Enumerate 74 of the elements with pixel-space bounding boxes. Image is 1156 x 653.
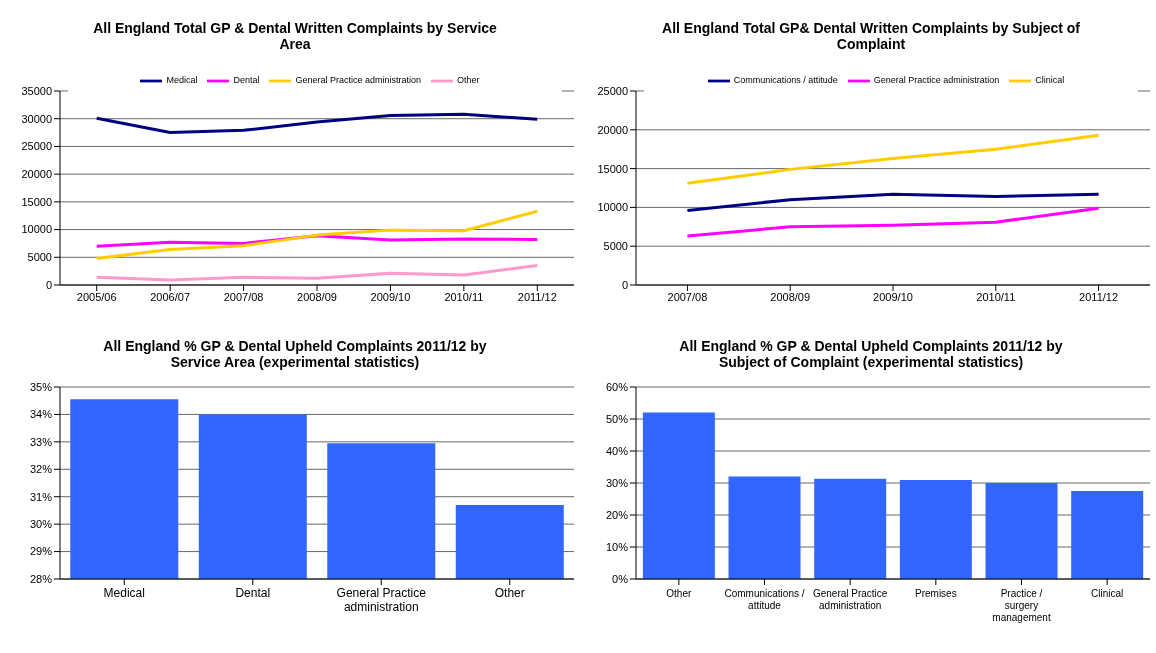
x-tick-label: 2010/11 (444, 290, 484, 303)
y-tick-label: 50% (605, 412, 629, 425)
y-tick-label: 15000 (21, 195, 52, 208)
y-tick-label: 0 (45, 278, 52, 291)
y-tick-label: 30% (605, 476, 629, 489)
y-tick-label: 5000 (603, 240, 628, 253)
y-tick-label: 28% (29, 572, 53, 585)
x-tick-label: 2006/07 (150, 290, 191, 303)
chart-title: All England Total GP& Dental Written Complaints by Subject of Complaint (661, 20, 1081, 52)
y-tick-label: 25000 (21, 140, 52, 153)
x-tick-label: 2007/08 (667, 290, 708, 303)
x-tick-label: 2011/12 (517, 290, 557, 303)
y-tick-label: 35% (29, 380, 53, 393)
y-tick-label: 60% (605, 380, 629, 393)
bar (642, 412, 715, 579)
line-series (685, 206, 1101, 238)
x-tick-label: Premises (914, 588, 957, 599)
x-tick-label: 2010/11 (976, 290, 1016, 303)
chart-title: All England % GP & Dental Upheld Complaints 2011/12 by Service Area (experimental statistics) (102, 338, 488, 370)
bar (899, 480, 972, 579)
y-tick-label: 0% (612, 572, 629, 585)
legend-label: Other (457, 75, 480, 86)
x-tick-label: 2008/09 (770, 290, 811, 303)
x-tick-label: Practice / surgery management (992, 588, 1051, 623)
y-tick-label: 10000 (597, 201, 628, 214)
x-tick-label: 2008/09 (297, 290, 337, 303)
line-series (95, 264, 539, 282)
legend-label: General Practice administration (295, 75, 422, 86)
x-tick-label: Clinical (1091, 588, 1124, 599)
legend-label: Clinical (1035, 75, 1065, 86)
x-tick-label: 2011/12 (1079, 290, 1119, 303)
y-tick-label: 35000 (21, 84, 52, 97)
y-tick-label: 0 (621, 278, 628, 291)
y-tick-label: 20000 (597, 123, 628, 136)
y-tick-label: 34% (29, 408, 53, 421)
x-tick-label: Other (494, 586, 525, 600)
legend-label: Medical (166, 75, 198, 86)
x-tick-label: Medical (103, 586, 145, 600)
legend-label: Dental (233, 75, 260, 86)
y-tick-label: 33% (29, 435, 53, 448)
y-tick-label: 30000 (21, 112, 52, 125)
y-tick-label: 40% (605, 444, 629, 457)
y-tick-label: 32% (29, 463, 53, 476)
y-tick-label: 15000 (597, 162, 628, 175)
y-tick-label: 10% (605, 540, 629, 553)
bar (814, 478, 887, 579)
line-series (95, 209, 539, 260)
x-tick-label: 2009/10 (873, 290, 913, 303)
line-series (95, 112, 539, 135)
bar (985, 483, 1058, 579)
bar (728, 476, 801, 579)
y-tick-label: 31% (29, 490, 53, 503)
line-series (685, 133, 1101, 185)
legend-label: Communications / attitude (733, 75, 838, 86)
chart-title: All England Total GP & Dental Written Complaints by Service Area (92, 20, 498, 52)
x-tick-label: General Practice administration (812, 588, 888, 611)
chart-title: All England % GP & Dental Upheld Complaints 2011/12 by Subject of Complaint (experimental statistics) (678, 338, 1064, 370)
x-tick-label: Other (666, 588, 693, 599)
y-tick-label: 5000 (27, 251, 52, 264)
x-tick-label: 2009/10 (370, 290, 411, 303)
legend-label: General Practice administration (873, 75, 1000, 86)
y-tick-label: 10000 (21, 223, 52, 236)
x-tick-label: Communications / attitude (724, 588, 805, 611)
x-tick-label: General Practice administration (336, 586, 427, 614)
line-series (685, 192, 1101, 212)
bar (1071, 491, 1144, 579)
x-tick-label: 2005/06 (76, 290, 117, 303)
x-tick-label: Dental (235, 586, 271, 600)
x-tick-label: 2007/08 (223, 290, 264, 303)
y-tick-label: 20% (605, 508, 629, 521)
y-tick-label: 30% (29, 518, 53, 531)
y-tick-label: 20000 (21, 168, 52, 181)
y-tick-label: 29% (29, 545, 53, 558)
y-tick-label: 25000 (597, 84, 628, 97)
